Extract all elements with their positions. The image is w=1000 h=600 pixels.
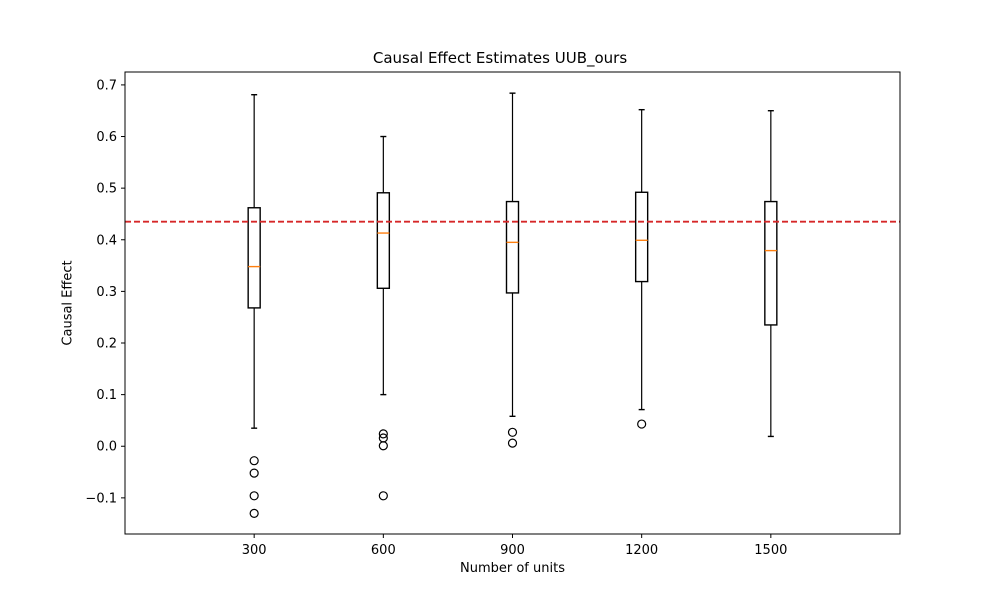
box bbox=[376, 192, 391, 289]
box-group-900 bbox=[505, 92, 520, 448]
x-tick-label: 1200 bbox=[625, 543, 658, 558]
y-axis-label: Causal Effect bbox=[60, 260, 76, 346]
outlier-point bbox=[507, 438, 518, 448]
box-group-300 bbox=[247, 94, 261, 518]
y-tick-label: 0.1 bbox=[96, 388, 117, 403]
outlier-point bbox=[507, 427, 518, 437]
boxes-layer bbox=[247, 92, 778, 518]
axes-layer: −0.1 0.0 0.1 0.2 0.3 0.4 0.5 0.6 0.7 300 600 900 120… bbox=[85, 71, 901, 558]
outlier-point bbox=[637, 419, 647, 429]
outlier-point bbox=[249, 491, 259, 501]
outlier-point bbox=[378, 441, 388, 451]
chart-title: Causal Effect Estimates UUB_ours bbox=[372, 49, 628, 67]
x-tick-label: 300 bbox=[242, 543, 267, 558]
box-group-600 bbox=[376, 135, 391, 501]
box-group-1200 bbox=[634, 108, 649, 429]
y-tick-label: 0.2 bbox=[96, 337, 117, 352]
y-tick-label: 0.7 bbox=[96, 78, 117, 93]
box bbox=[505, 200, 520, 294]
x-tick-label: 600 bbox=[371, 543, 396, 558]
y-tick-label: −0.1 bbox=[85, 491, 117, 506]
outlier-point bbox=[378, 429, 388, 439]
outlier-point bbox=[249, 456, 259, 466]
outlier-point bbox=[249, 468, 259, 478]
outlier-point bbox=[249, 508, 259, 518]
box bbox=[247, 207, 261, 309]
y-tick-label: 0.4 bbox=[96, 233, 117, 248]
box-group-1500 bbox=[764, 110, 778, 438]
y-tick-label: 0.6 bbox=[96, 130, 117, 145]
x-axis-label: Number of units bbox=[460, 561, 565, 576]
x-tick-label: 1500 bbox=[754, 543, 787, 558]
outlier-point bbox=[378, 491, 388, 501]
y-tick-label: 0.3 bbox=[96, 285, 117, 300]
y-tick-label: 0.0 bbox=[96, 440, 117, 455]
box bbox=[634, 191, 649, 283]
y-tick-label: 0.5 bbox=[96, 182, 117, 197]
x-tick-label: 900 bbox=[500, 543, 525, 558]
box bbox=[764, 200, 778, 326]
